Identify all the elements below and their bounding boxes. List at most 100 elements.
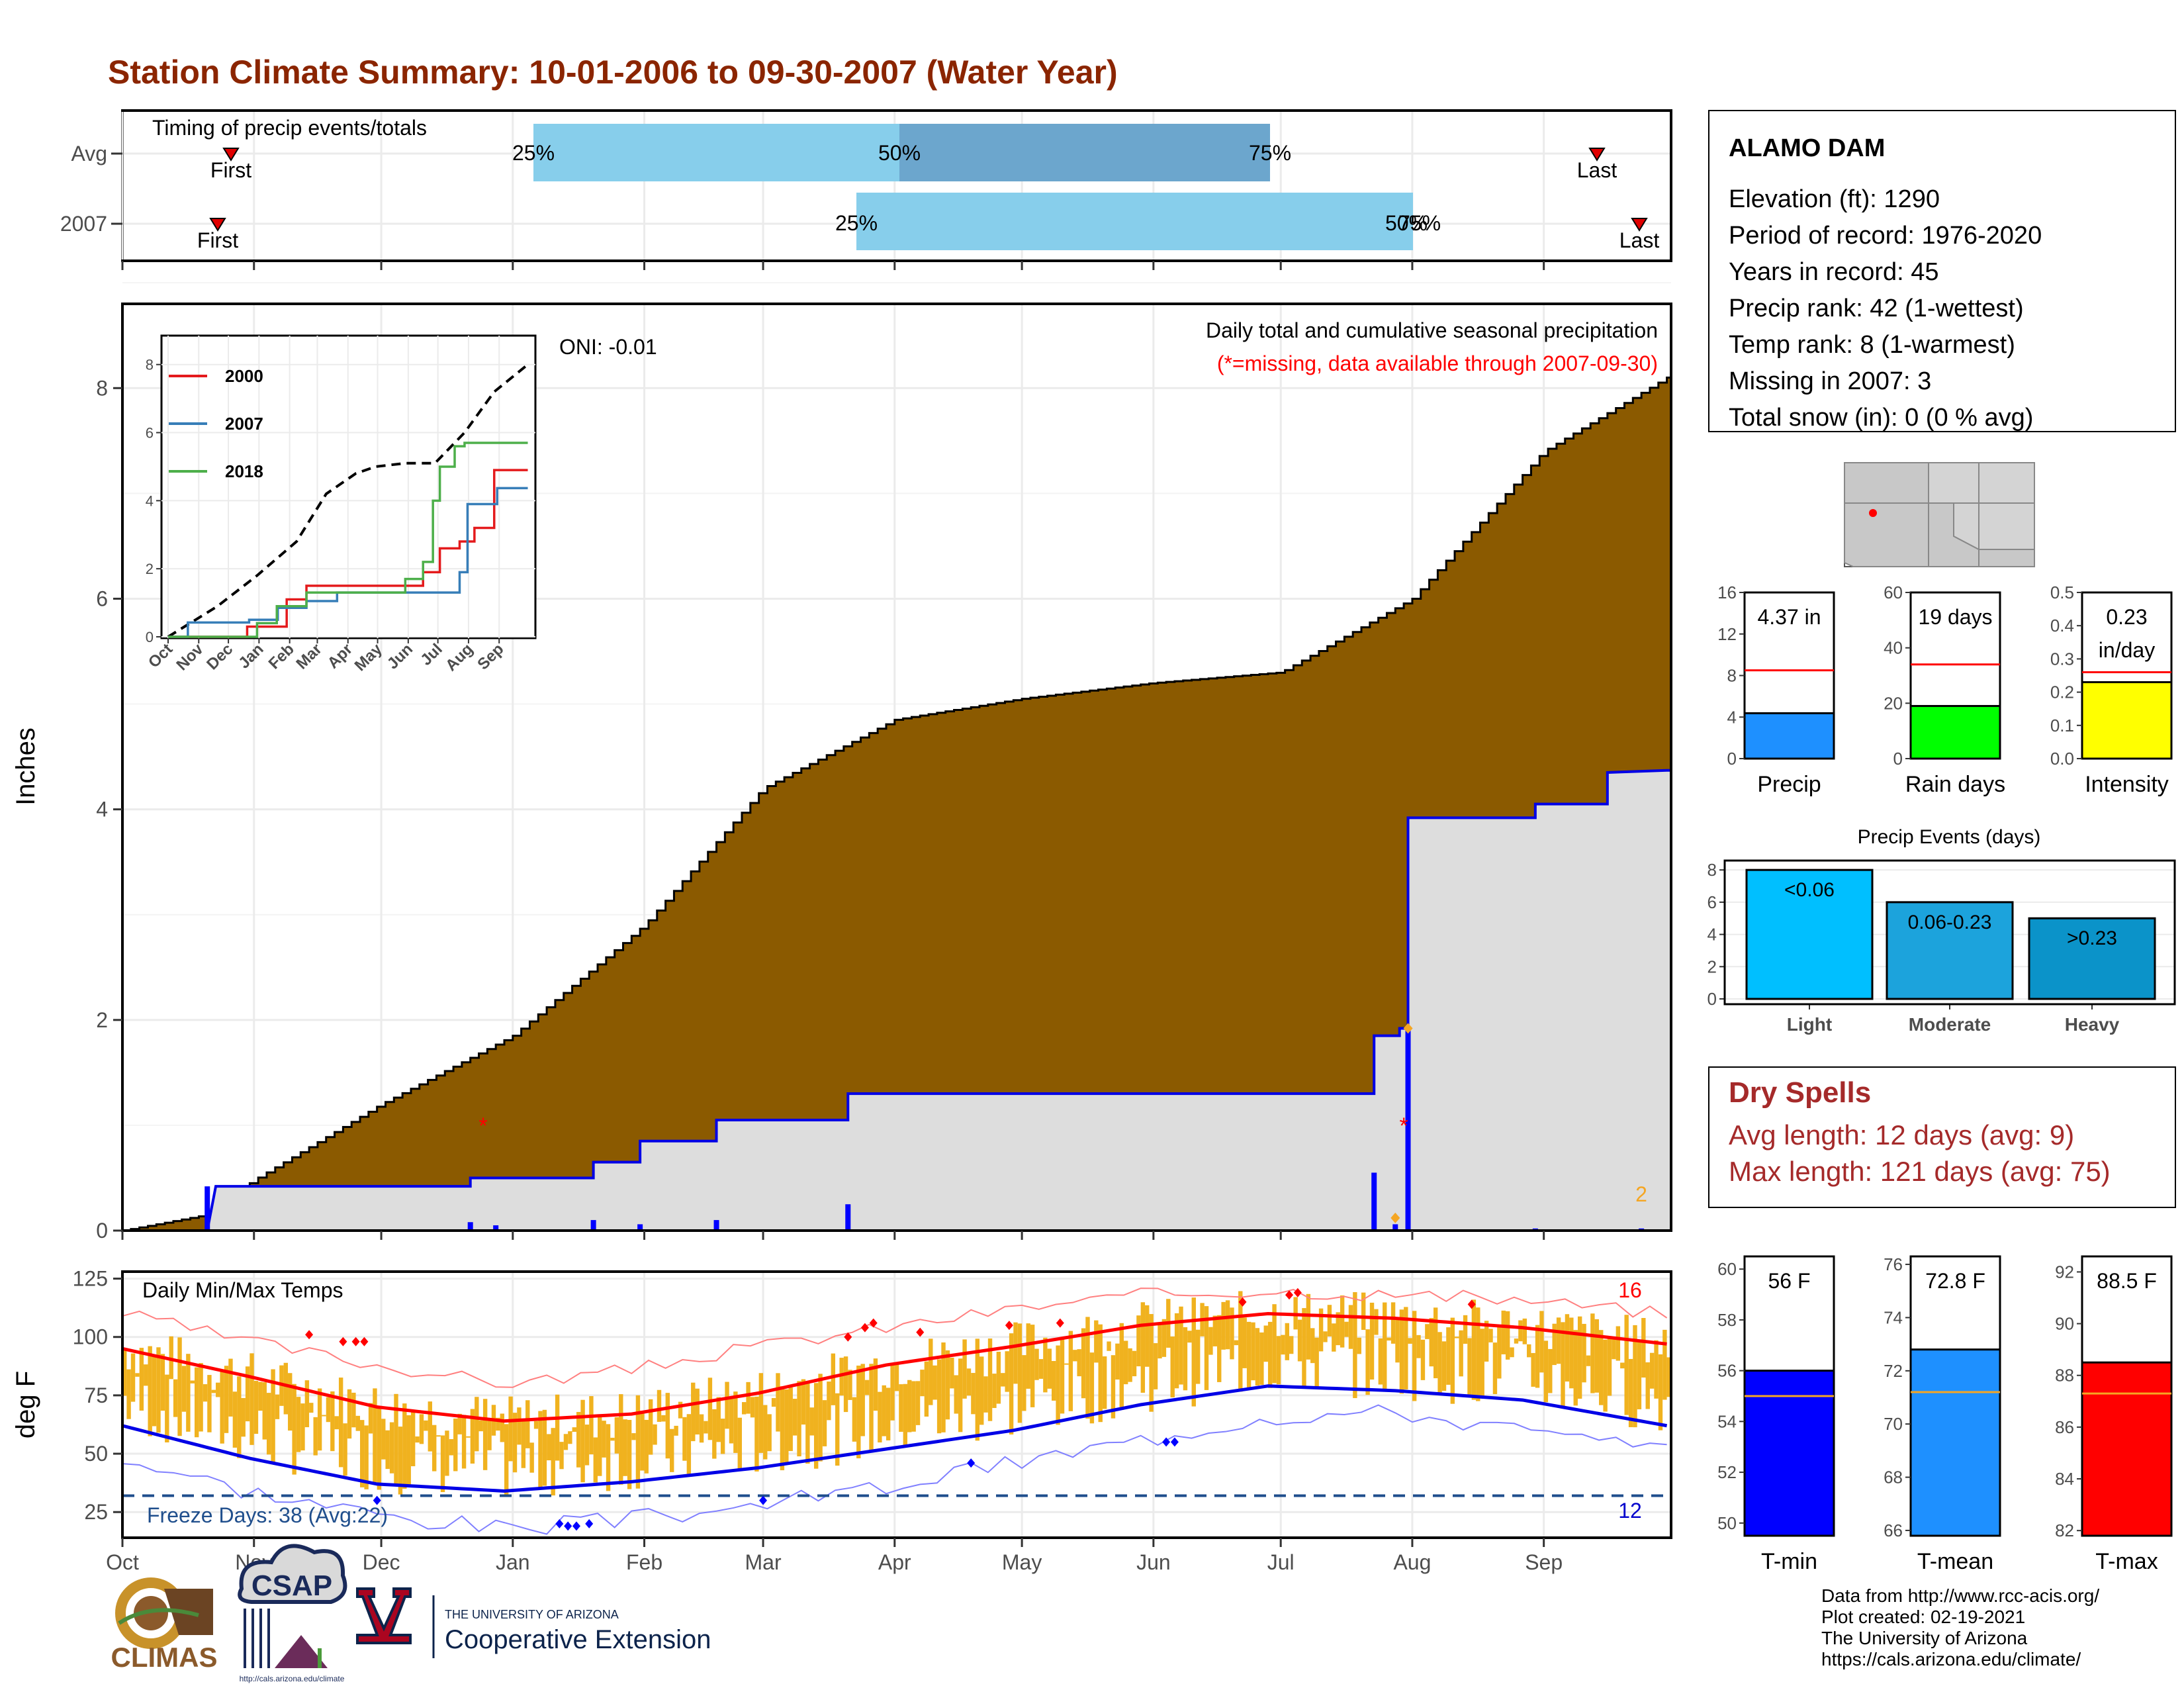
mini-bar-precip [1743,712,1835,760]
event-category-label: Light [1787,1014,1832,1035]
inset-series-2018 [168,442,528,638]
csap-logo: CSAP http://cals.arizona.edu/climate [238,1544,347,1683]
station-info-box: ALAMO DAM Elevation (ft): 1290 Period of … [1708,110,2176,432]
ua-small-text: THE UNIVERSITY OF ARIZONA [445,1608,619,1621]
state-map [1844,462,2035,567]
mini-bar-rain-days [1909,705,2001,760]
station-location-marker [1869,509,1877,517]
mini-y-tick-label: 72 [1884,1361,1903,1381]
oni-label: ONI: -0.01 [559,335,657,359]
timing-2007-bar [856,193,1413,250]
mini-bar-category-label: T-min [1761,1549,1817,1574]
temp-y-tick-label: 50 [84,1442,108,1466]
timing-2007-25: 25% [835,211,878,235]
inset-y-tick-label: 2 [146,561,154,577]
precip-y-tick-label: 4 [96,798,108,821]
mini-y-tick-label: 82 [2055,1521,2074,1540]
mini-y-tick-label: 40 [1884,638,1903,658]
timing-2007-75: 75% [1398,211,1441,235]
precip-panel: * * 0 2 4 6 8 Inches Daily total and cumulati… [11,282,1672,1243]
csap-logo-url: http://cals.arizona.edu/climate [240,1674,345,1683]
temp-y-tick-label: 125 [73,1267,108,1291]
event-bar-label: >0.23 [2067,927,2117,949]
missing-data-marker: * [1399,1113,1408,1139]
page-title: Station Climate Summary: 10-01-2006 to 0… [108,54,1118,91]
timing-avg-75: 75% [1249,141,1291,165]
precip-y-tick-label: 0 [96,1219,108,1243]
mini-y-tick-label: 56 [1717,1361,1737,1381]
timing-label: Timing of precip events/totals [152,116,427,140]
mini-y-tick-label: 0.5 [2050,583,2074,602]
inset-series-2007 [168,487,528,638]
station-info-line: Total snow (in): 0 (0 % avg) [1729,404,2033,432]
station-info-line: Missing in 2007: 3 [1729,367,1931,395]
inset-legend-2000: 2000 [225,366,263,386]
temp-panel-frame [121,1270,1672,1539]
mini-y-tick-label: 84 [2055,1469,2074,1489]
mini-y-tick-label: 60 [1884,583,1903,602]
temp-y-tick-label: 75 [84,1383,108,1407]
daily-precip-bar [205,1186,210,1231]
temp-x-tick-label: Jun [1136,1550,1171,1574]
event-category-label: Moderate [1909,1014,1991,1035]
mini-y-tick-label: 0.2 [2050,682,2074,702]
mini-y-tick-label: 16 [1717,583,1737,602]
mini-bar-value-label: 56 F [1768,1269,1810,1293]
cumulative-2007-fill [122,770,1671,1231]
precip-events-chart: Precip Events (days) 0 2 4 6 8 <0.06 Light 0.06… [1707,826,2176,1035]
mini-bar-t-min [1743,1370,1835,1537]
event-bar-heavy [2028,917,2156,1000]
mini-bar-value-label: 4.37 in [1757,605,1821,629]
timing-avg-last-marker [1588,148,1606,162]
mini-bar-intensity [2081,681,2173,760]
ua-logo: THE UNIVERSITY OF ARIZONA Cooperative Ex… [356,1587,711,1658]
daily-precip-bar [1371,1172,1377,1231]
precip-annotation-title: Daily total and cumulative seasonal prec… [1206,318,1658,342]
precip-panel-frame [121,303,1672,1232]
daily-precip-bar [713,1220,719,1231]
precip-event-point [1403,1023,1413,1034]
temp-x-tick-label: Mar [745,1550,782,1574]
mini-y-tick-label: 0.3 [2050,649,2074,669]
mini-y-tick-label: 74 [1884,1307,1903,1327]
mini-y-tick-label: 60 [1717,1259,1737,1279]
daily-precip-bar [467,1222,473,1231]
mini-bar-category-label: T-max [2095,1549,2158,1574]
temp-x-tick-label: Aug [1393,1550,1431,1574]
mini-bar-value-label: 0.23 [2106,605,2147,629]
mini-y-tick-label: 88 [2055,1366,2074,1385]
inset-y-tick-label: 0 [146,629,154,645]
temp-x-tick-label: Oct [106,1550,139,1574]
precip-y-tick-label: 6 [96,586,108,610]
mini-y-tick-label: 68 [1884,1468,1903,1487]
timing-2007-first: First [197,228,238,252]
freeze-days-label: Freeze Days: 38 (Avg:22) [147,1503,388,1527]
temp-y-tick-label: 100 [73,1325,108,1349]
station-info-line: Period of record: 1976-2020 [1729,222,2042,250]
timing-panel: Timing of precip events/totals Avg 2007 … [60,109,1672,270]
credit-line-4: https://cals.arizona.edu/climate/ [1821,1649,2081,1669]
precip-annotation-missing: (*=missing, data available through 2007-… [1217,352,1658,375]
timing-avg-25: 25% [512,141,555,165]
temp-count-high: 16 [1618,1278,1642,1302]
inset-legend-2018: 2018 [225,461,263,481]
timing-2007-last: Last [1619,228,1660,252]
mini-bar-t-mean [1909,1348,2001,1537]
mini-y-tick-label: 58 [1717,1310,1737,1330]
event-bar-label: <0.06 [1784,879,1835,901]
event-bar-label: 0.06-0.23 [1908,912,1992,933]
daily-precip-bar [493,1225,499,1231]
mini-bar-value-label: 72.8 F [1925,1269,1985,1293]
credits: Data from http://www.rcc-acis.org/ Plot … [1821,1585,2099,1669]
precip-count-label: 2 [1635,1182,1647,1206]
timing-avg-bar-50-75 [899,124,1270,181]
timing-2007-first-marker [209,218,226,232]
timing-avg-bar-25-50 [533,124,899,181]
mini-bar-category-label: Intensity [2085,772,2169,797]
credit-line-2: Plot created: 02-19-2021 [1821,1607,2025,1627]
mini-y-tick-label: 54 [1717,1411,1737,1431]
avg-tmax-line [122,1311,1667,1423]
events-y-tick-label: 6 [1707,892,1717,912]
